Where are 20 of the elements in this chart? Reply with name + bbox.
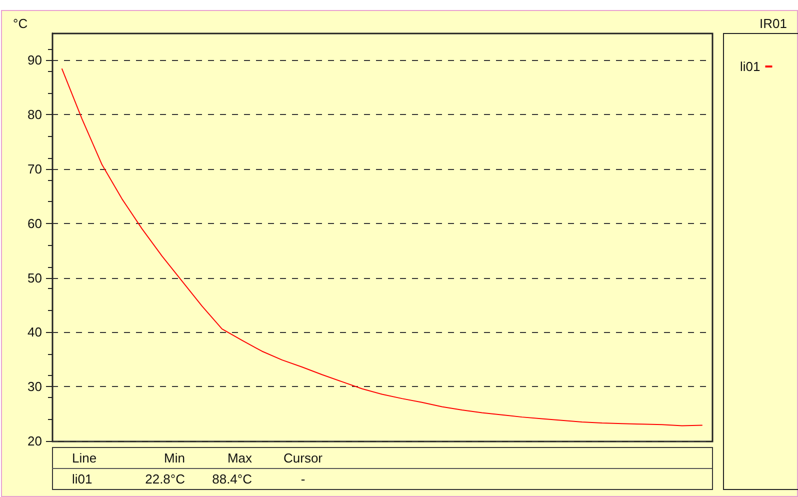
text: 22.8°C: [145, 472, 185, 486]
y-tick-label: 60: [28, 216, 42, 231]
y-axis-title: °C: [13, 16, 28, 31]
text: IR01: [760, 16, 788, 31]
line-series: [62, 68, 702, 426]
y-tick-label: 30: [28, 379, 42, 394]
text: Line: [72, 450, 97, 466]
text: 88.4°C: [212, 472, 252, 486]
text: li01: [72, 472, 92, 486]
text: Min: [164, 450, 185, 466]
y-tick-label: 90: [28, 52, 42, 68]
y-tick-label: 40: [28, 324, 42, 340]
y-tick-label: 50: [28, 270, 42, 286]
text: Max: [227, 450, 252, 466]
legend-label: li01: [740, 59, 760, 74]
y-tick-label: 20: [28, 434, 42, 448]
text: Cursor: [283, 450, 324, 466]
y-tick-label: 80: [28, 107, 42, 122]
y-tick-label: 70: [28, 162, 42, 176]
text: -: [300, 472, 306, 486]
